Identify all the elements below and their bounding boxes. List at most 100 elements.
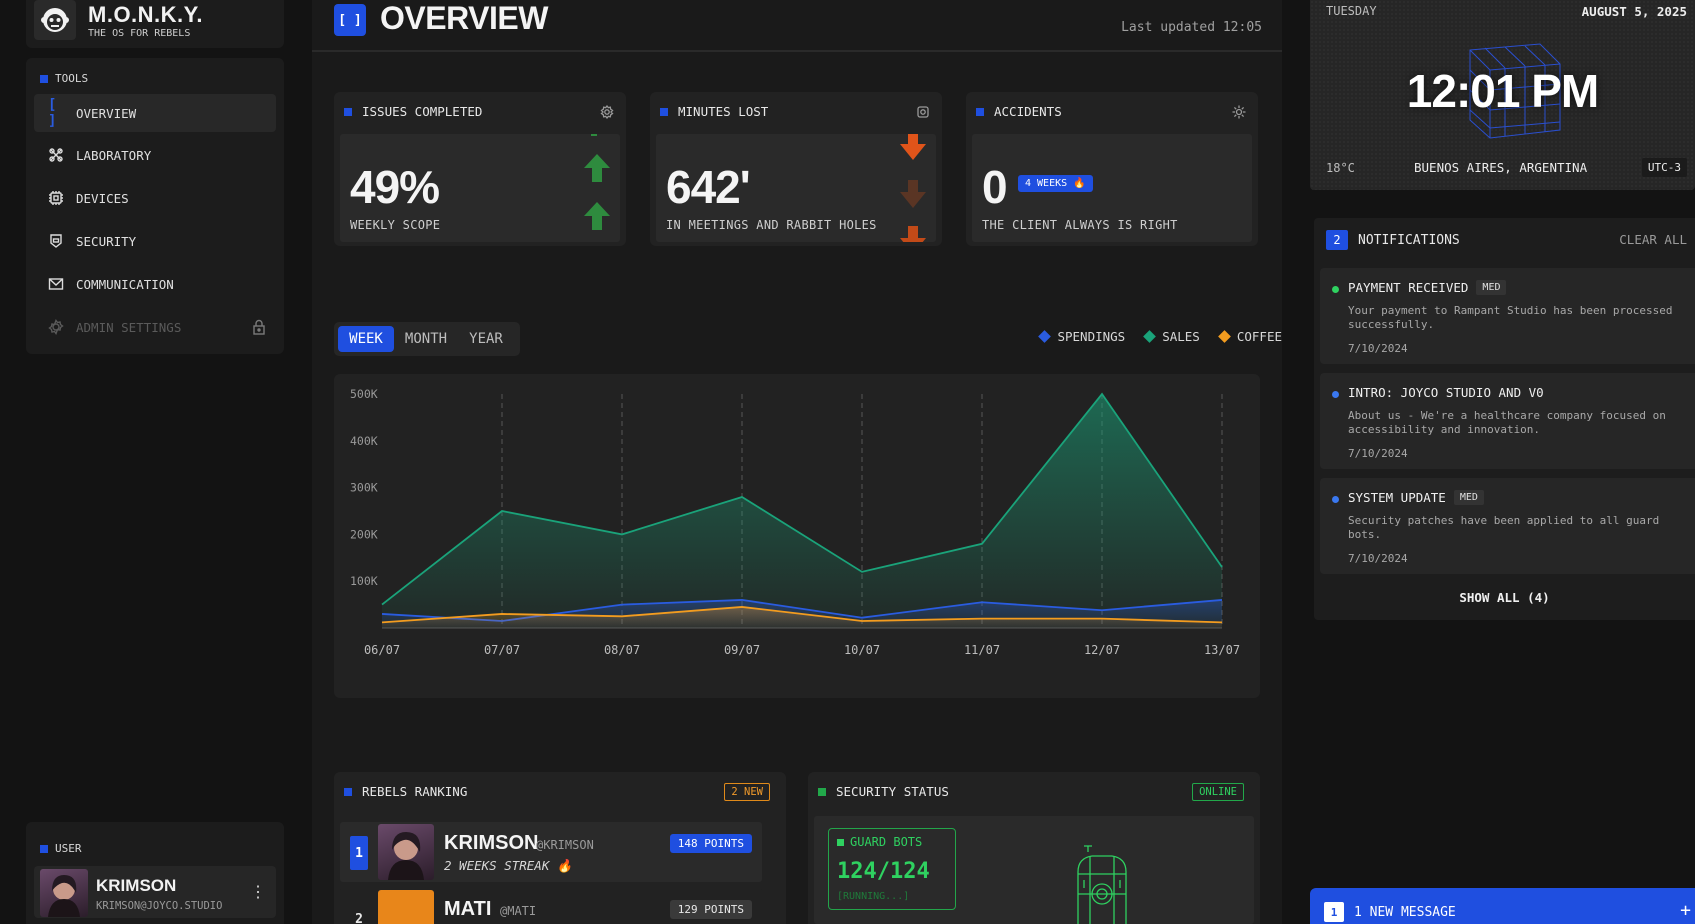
series-area-sales <box>382 394 1222 628</box>
notification-date: 7/10/2024 <box>1348 447 1408 460</box>
stat-subtitle: WEEKLY SCOPE <box>350 218 441 232</box>
sidebar-item-devices[interactable]: DEVICES <box>34 179 276 217</box>
notification-title: SYSTEM UPDATE MED <box>1348 490 1484 505</box>
tab-week[interactable]: WEEK <box>338 326 394 352</box>
rank-number: 2 <box>355 911 363 924</box>
stat-value: 642' <box>666 161 751 213</box>
tab-year[interactable]: YEAR <box>469 331 503 347</box>
rank-handle: @MATI <box>500 904 537 918</box>
timezone-badge: UTC-3 <box>1641 158 1687 177</box>
stat-card-accidents: ACCIDENTS 0 4 WEEKS 🔥 THE CLIENT ALWAYS … <box>966 92 1258 246</box>
guard-title: GUARD BOTS <box>837 835 922 849</box>
notification-count: 2 <box>1326 230 1348 250</box>
avatar <box>378 890 434 924</box>
square-icon <box>660 107 668 116</box>
square-icon <box>818 787 826 796</box>
rank-streak: 2 WEEKS STREAK 🔥 <box>444 858 573 873</box>
stat-card-issues: ISSUES COMPLETED 49% WEEKLY SCOPE <box>334 92 626 246</box>
ranking-row[interactable]: 2 MATI @MATI 129 POINTS <box>340 888 762 924</box>
settings-icon[interactable] <box>600 104 614 123</box>
brackets-icon: [ ] <box>334 4 366 36</box>
rebels-ranking-card: REBELS RANKING 2 NEW 1 KRIMSON @KRIMSON … <box>334 772 786 924</box>
diamond-icon <box>1038 330 1052 343</box>
brand-header: M.O.N.K.Y. THE OS FOR REBELS <box>26 0 284 48</box>
sidebar-item-label: SECURITY <box>76 233 137 249</box>
plus-icon[interactable]: + <box>1680 900 1691 921</box>
gear-icon <box>48 319 64 335</box>
sidebar-item-communication[interactable]: COMMUNICATION <box>34 265 276 303</box>
y-tick-label: 500K <box>350 387 378 401</box>
sidebar-item-overview[interactable]: [ ] OVERVIEW <box>34 94 276 132</box>
security-title: SECURITY STATUS <box>818 784 949 799</box>
arrow-down-icon <box>896 134 930 242</box>
more-options-icon[interactable]: ⋮ <box>250 882 266 901</box>
status-dot <box>1332 286 1339 293</box>
arrow-up-icon <box>580 134 614 242</box>
x-tick-label: 13/07 <box>1204 643 1240 657</box>
temperature: 18°C <box>1326 161 1355 175</box>
y-tick-label: 200K <box>350 527 378 541</box>
diamond-icon <box>1217 330 1231 343</box>
stat-value: 0 <box>982 161 1008 213</box>
sidebar-item-laboratory[interactable]: LABORATORY <box>34 136 276 174</box>
new-badge: 2 NEW <box>724 783 770 801</box>
stat-body: 49% WEEKLY SCOPE <box>340 134 620 242</box>
user-row[interactable]: KRIMSON KRIMSON@JOYCO.STUDIO ⋮ <box>34 866 276 918</box>
avatar <box>40 869 88 917</box>
guard-count: 124/124 <box>837 859 930 884</box>
clear-all-button[interactable]: CLEAR ALL <box>1619 232 1687 247</box>
notification-item[interactable]: PAYMENT RECEIVED MED Your payment to Ramp… <box>1320 268 1695 364</box>
last-updated: Last updated 12:05 <box>1121 20 1262 35</box>
priority-badge: MED <box>1476 280 1507 295</box>
user-panel: USER KRIMSON KRIMSON@JOYCO.STUDIO ⋮ <box>26 822 284 924</box>
ranking-title: REBELS RANKING <box>344 784 467 799</box>
x-tick-label: 12/07 <box>1084 643 1120 657</box>
clock-date: AUGUST 5, 2025 <box>1581 4 1687 19</box>
stat-value: 49% <box>350 161 440 213</box>
online-badge: ONLINE <box>1192 783 1244 801</box>
notification-item[interactable]: SYSTEM UPDATE MED Security patches have b… <box>1320 478 1695 574</box>
ranking-row[interactable]: 1 KRIMSON @KRIMSON 2 WEEKS STREAK 🔥 148 … <box>340 822 762 882</box>
settings-icon[interactable] <box>916 104 930 123</box>
legend-item-coffee: COFFEE <box>1217 329 1282 344</box>
security-status-card: SECURITY STATUS ONLINE GUARD BOTS 124/12… <box>808 772 1260 924</box>
avatar <box>378 824 434 880</box>
notification-date: 7/10/2024 <box>1348 342 1408 355</box>
new-message-bar[interactable]: 1 1 NEW MESSAGE + <box>1310 888 1695 924</box>
clock-widget: TUESDAY AUGUST 5, 2025 12:01 PM 18°C BUE… <box>1310 0 1695 190</box>
tab-month[interactable]: MONTH <box>404 331 448 347</box>
diamond-icon <box>1143 330 1157 343</box>
show-all-button[interactable]: SHOW ALL (4) <box>1459 590 1550 605</box>
guard-state: [RUNNING...] <box>837 891 910 902</box>
notification-item[interactable]: INTRO: JOYCO STUDIO AND V0 About us - We… <box>1320 373 1695 469</box>
security-body <box>814 816 1254 924</box>
notification-title: PAYMENT RECEIVED MED <box>1348 280 1507 295</box>
status-dot <box>1332 496 1339 503</box>
settings-icon[interactable] <box>1232 104 1246 123</box>
shield-icon <box>48 233 64 249</box>
y-tick-label: 400K <box>350 434 378 448</box>
points-badge: 148 POINTS <box>669 834 752 853</box>
sidebar-item-admin-settings: ADMIN SETTINGS <box>34 308 276 346</box>
brand-tagline: THE OS FOR REBELS <box>88 28 191 39</box>
chip-icon <box>48 190 64 206</box>
city: BUENOS AIRES, ARGENTINA <box>1414 160 1588 175</box>
series-line-sales <box>381 392 1223 606</box>
y-tick-label: 300K <box>350 481 378 495</box>
tools-panel: TOOLS [ ] OVERVIEW LABORATORY DEVICES SE… <box>26 58 284 354</box>
brackets-icon: [ ] <box>48 97 57 129</box>
x-tick-label: 10/07 <box>844 643 880 657</box>
notification-date: 7/10/2024 <box>1348 552 1408 565</box>
chart-legend: SPENDINGS SALES COFFEE <box>1038 329 1282 344</box>
sidebar-item-label: COMMUNICATION <box>76 276 174 292</box>
notification-title: INTRO: JOYCO STUDIO AND V0 <box>1348 385 1544 400</box>
user-email: KRIMSON@JOYCO.STUDIO <box>96 900 223 912</box>
page-header: [ ] OVERVIEW Last updated 12:05 <box>312 0 1282 52</box>
user-panel-title: USER <box>40 842 82 855</box>
clock-day: TUESDAY <box>1326 4 1377 18</box>
stat-title: ACCIDENTS <box>976 104 1062 119</box>
square-icon <box>344 107 352 116</box>
robot-icon <box>1070 844 1134 924</box>
sidebar-item-security[interactable]: SECURITY <box>34 222 276 260</box>
new-message-label: 1 NEW MESSAGE <box>1354 905 1456 920</box>
